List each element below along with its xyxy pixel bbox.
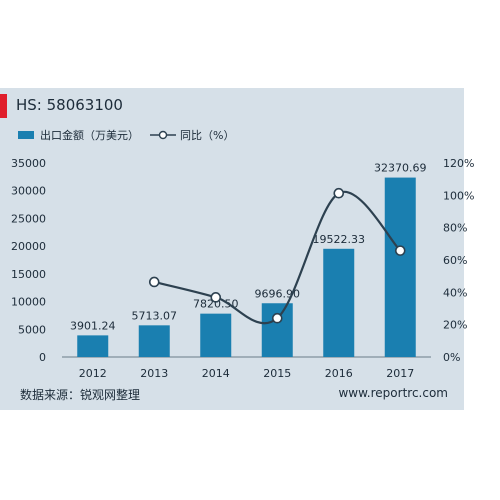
legend: 出口金额（万美元） 同比（%） xyxy=(18,128,234,142)
bar-value-label: 32370.69 xyxy=(374,162,427,175)
bar-value-label: 19522.33 xyxy=(313,233,366,246)
bar-value-label: 9696.90 xyxy=(255,287,301,300)
bar xyxy=(200,313,232,357)
y-left-tick-label: 15000 xyxy=(11,268,46,281)
x-tick-label: 2012 xyxy=(79,367,107,380)
y-right-tick-label: 100% xyxy=(443,189,474,202)
yoy-point xyxy=(271,312,283,324)
chart-title: HS: 58063100 xyxy=(16,96,123,114)
y-left-tick-label: 35000 xyxy=(11,157,46,170)
bar xyxy=(261,303,293,357)
axes: 0 5000 10000 15000 20000 25000 30000 35000 0% 20%… xyxy=(11,157,474,380)
bars xyxy=(77,177,416,357)
bar xyxy=(384,177,416,357)
yoy-point xyxy=(148,276,160,288)
legend-line-label: 同比（%） xyxy=(180,129,234,142)
bar-value-label: 5713.07 xyxy=(132,309,178,322)
legend-line-marker xyxy=(158,130,168,140)
bar xyxy=(323,248,355,357)
x-tick-label: 2014 xyxy=(202,367,230,380)
y-right-tick-label: 120% xyxy=(443,157,474,170)
yoy-point xyxy=(210,292,222,303)
legend-bar-swatch xyxy=(18,131,34,139)
x-tick-label: 2015 xyxy=(263,367,291,380)
y-right-tick-label: 0% xyxy=(443,351,460,364)
y-right-tick-label: 60% xyxy=(443,254,467,267)
accent-marker xyxy=(0,94,7,118)
yoy-line xyxy=(148,187,406,325)
x-tick-label: 2017 xyxy=(386,367,414,380)
bar xyxy=(138,325,170,357)
source-note: 数据来源：锐观网整理 xyxy=(20,388,141,402)
y-right-tick-label: 40% xyxy=(443,286,467,299)
y-right-tick-label: 20% xyxy=(443,319,467,332)
y-left-tick-label: 30000 xyxy=(11,185,46,198)
yoy-point xyxy=(394,245,406,256)
yoy-point xyxy=(333,187,345,199)
website-link[interactable]: www.reportrc.com xyxy=(338,386,448,400)
y-left-tick-label: 0 xyxy=(39,351,46,364)
bar-value-label: 3901.24 xyxy=(70,319,116,332)
legend-bar-label: 出口金额（万美元） xyxy=(40,128,139,142)
y-left-tick-label: 20000 xyxy=(11,240,46,253)
yoy-line-path xyxy=(153,190,402,325)
y-left-tick-label: 5000 xyxy=(18,323,46,336)
bar-labels: 3901.24 5713.07 7820.50 9696.90 19522.33 3237… xyxy=(70,162,427,333)
y-left-tick-label: 10000 xyxy=(11,296,46,309)
x-tick-label: 2013 xyxy=(140,367,168,380)
x-tick-label: 2016 xyxy=(325,367,353,380)
y-left-tick-label: 25000 xyxy=(11,212,46,225)
bar-value-label: 7820.50 xyxy=(193,298,239,311)
y-right-tick-label: 80% xyxy=(443,222,467,235)
bar xyxy=(77,335,109,357)
